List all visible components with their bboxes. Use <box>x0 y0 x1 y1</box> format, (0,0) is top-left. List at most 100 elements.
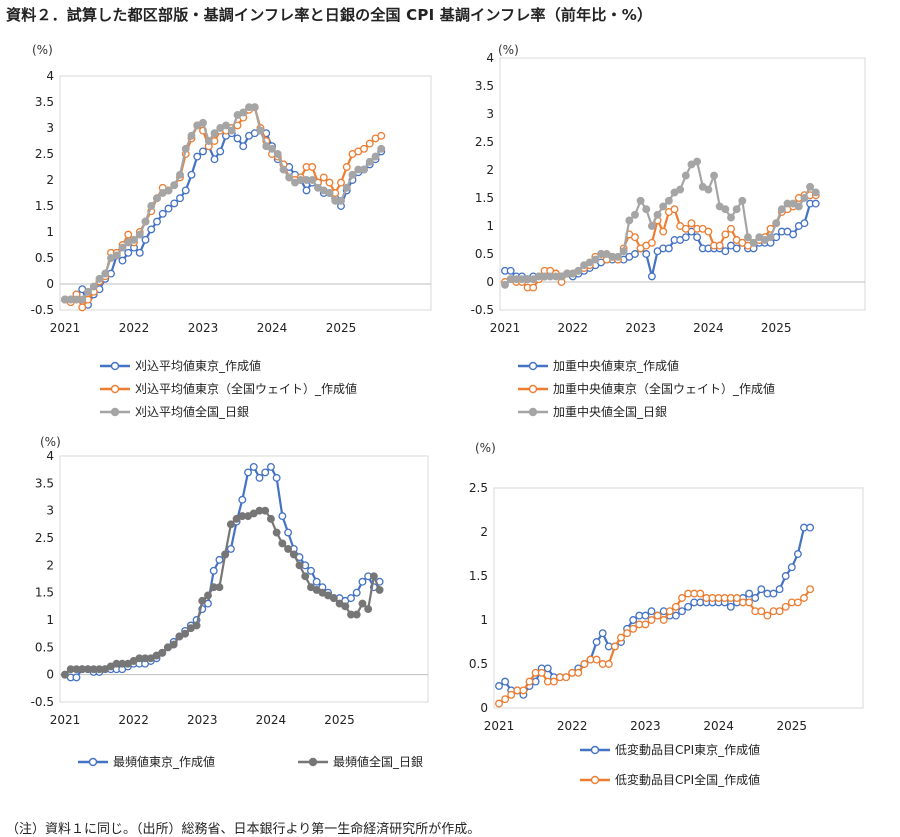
x-tick-label: 2022 <box>118 713 149 727</box>
x-tick-label: 2021 <box>50 321 81 335</box>
data-point <box>676 185 685 194</box>
legend-swatch-marker <box>528 407 538 417</box>
page-title: 資料２．試算した都区部版・基調インフレ率と日銀の全国 CPI 基調インフレ率（前… <box>6 6 653 24</box>
data-point <box>664 196 673 205</box>
data-point <box>732 205 741 214</box>
y-tick-label: -0.5 <box>31 303 54 317</box>
footnote: （注）資料１に同じ。（出所）総務省、日本銀行より第一生命経済研究所が作成。 <box>6 822 481 837</box>
legend-swatch-marker <box>308 757 318 767</box>
data-point <box>763 611 772 620</box>
y-tick-label: 0.5 <box>469 657 488 671</box>
data-point <box>325 178 334 187</box>
data-point <box>745 589 754 598</box>
data-point <box>781 602 790 611</box>
data-point <box>793 550 802 558</box>
data-point <box>727 224 735 233</box>
series-line <box>64 509 381 676</box>
data-point <box>610 642 619 651</box>
y-tick-label: -0.5 <box>471 303 494 317</box>
data-point <box>176 194 184 203</box>
data-point <box>279 165 288 174</box>
data-point <box>239 108 248 117</box>
data-point <box>772 219 781 228</box>
data-point <box>141 217 150 226</box>
x-tick-label: 2025 <box>324 713 355 727</box>
data-point <box>800 194 809 202</box>
data-point <box>653 210 662 219</box>
data-point <box>696 589 705 598</box>
data-point <box>787 563 796 572</box>
legend-entry: 低変動品目CPI全国_作成値 <box>580 772 760 787</box>
data-point <box>495 699 503 708</box>
data-point <box>726 602 735 611</box>
data-point <box>272 528 281 537</box>
plot-area <box>59 455 429 703</box>
data-point <box>800 219 809 228</box>
y-tick-label: 3.5 <box>35 95 54 109</box>
data-point <box>732 594 741 602</box>
data-point <box>227 126 236 135</box>
data-point <box>598 629 607 638</box>
x-tick-label: 2021 <box>50 713 81 727</box>
y-unit-label: (%) <box>475 441 496 455</box>
x-tick-label: 2023 <box>630 719 661 733</box>
data-point <box>630 250 639 258</box>
data-point <box>693 233 702 242</box>
legend-swatch-marker <box>528 361 538 371</box>
data-point <box>301 572 310 581</box>
y-tick-label: 4 <box>486 51 494 65</box>
data-point <box>710 171 718 180</box>
plot-area <box>499 57 866 311</box>
data-point <box>647 616 656 624</box>
data-point <box>543 664 552 673</box>
y-tick-label: 1.5 <box>475 191 494 205</box>
data-point <box>256 126 265 135</box>
data-point <box>210 129 219 138</box>
data-point <box>130 235 138 244</box>
data-point <box>238 495 247 504</box>
data-point <box>295 561 304 570</box>
y-tick-label: 0 <box>46 277 54 291</box>
data-point <box>209 566 218 575</box>
y-tick-label: 0.5 <box>35 640 54 654</box>
y-unit-label: (%) <box>32 43 53 57</box>
data-point <box>574 266 583 275</box>
data-point <box>794 202 803 211</box>
data-point <box>623 629 632 638</box>
data-point <box>337 178 345 187</box>
data-point <box>308 163 317 171</box>
data-point <box>226 544 235 553</box>
data-point <box>164 204 173 213</box>
y-tick-label: 2 <box>46 558 54 572</box>
data-point <box>592 655 601 664</box>
x-tick-label: 2022 <box>119 321 150 335</box>
y-tick-label: 0 <box>46 668 54 682</box>
data-point <box>365 157 374 166</box>
data-point <box>744 233 752 242</box>
x-tick-label: 2025 <box>326 321 357 335</box>
data-point <box>678 607 686 616</box>
data-point <box>769 589 778 598</box>
data-point <box>187 170 196 179</box>
data-point <box>789 230 798 239</box>
legend-entry: 低変動品目CPI東京_作成値 <box>580 742 760 757</box>
data-point <box>529 283 538 292</box>
data-point <box>495 682 503 690</box>
y-tick-label: 2 <box>46 173 54 187</box>
chart-mode: (%) -0.5 0 0.5 1 1.5 2 2.5 3 3.5 4 2021 2022 2023 2024… <box>31 435 429 769</box>
data-point <box>811 199 820 208</box>
x-tick-label: 2025 <box>777 719 808 733</box>
y-tick-label: 1 <box>46 225 54 239</box>
data-point <box>250 103 259 112</box>
data-point <box>266 514 275 523</box>
legend-entry: 加重中央値東京_作成値 <box>518 358 679 373</box>
data-point <box>215 555 224 564</box>
data-point <box>591 255 600 264</box>
y-tick-label: 2.5 <box>469 481 488 495</box>
x-tick-label: 2024 <box>703 719 734 733</box>
data-point <box>793 598 802 607</box>
series-line <box>498 588 812 705</box>
y-tick-label: 3 <box>46 121 54 135</box>
data-point <box>285 173 294 182</box>
data-point <box>255 473 264 482</box>
